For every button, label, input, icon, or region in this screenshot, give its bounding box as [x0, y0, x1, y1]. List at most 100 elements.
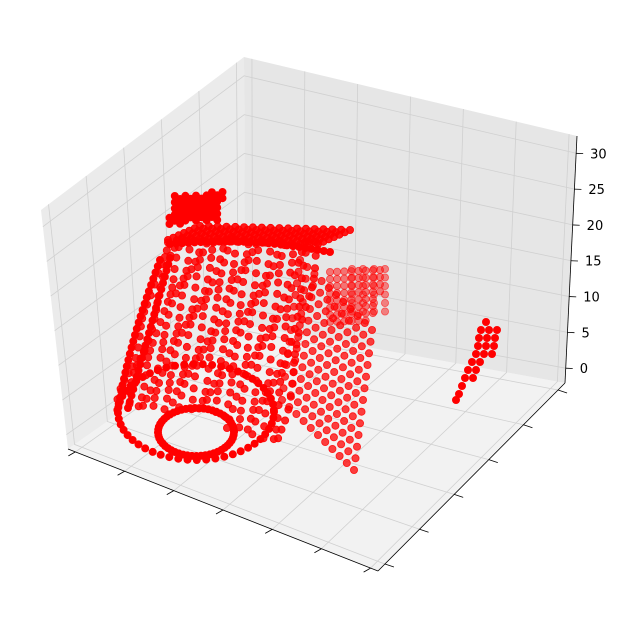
- scatter-point: [361, 372, 370, 381]
- scatter-point: [471, 365, 480, 374]
- scatter-point: [196, 335, 205, 344]
- scatter-point: [311, 388, 320, 397]
- z-axis-line: [564, 135, 578, 384]
- scatter-point: [256, 435, 265, 444]
- scatter-point: [243, 343, 252, 352]
- scatter-point: [199, 302, 208, 311]
- scatter-point: [351, 454, 360, 463]
- scatter-point: [113, 405, 122, 414]
- scatter-point: [184, 369, 193, 378]
- scatter-point: [235, 415, 244, 424]
- scatter-point: [244, 443, 253, 452]
- scatter-point: [189, 359, 198, 368]
- scatter-point: [253, 363, 262, 372]
- scatter-point: [230, 249, 239, 258]
- scatter-point: [349, 465, 358, 474]
- scatter-point: [227, 378, 236, 387]
- scatter-point: [342, 458, 351, 467]
- scatter-point: [265, 271, 274, 280]
- scatter-point: [328, 314, 337, 323]
- scatter-point: [201, 295, 210, 304]
- scatter-point: [239, 277, 248, 286]
- scatter-point: [307, 358, 316, 367]
- scatter-point: [349, 346, 358, 355]
- scatter-point: [203, 376, 212, 385]
- scatter-point: [260, 288, 269, 297]
- scatter-point: [315, 419, 324, 428]
- scatter-point: [345, 225, 354, 234]
- scatter-point: [457, 381, 466, 390]
- scatter-point: [162, 363, 171, 372]
- z-gridline: [46, 114, 575, 262]
- y-gridline: [85, 175, 420, 530]
- scatter-point: [317, 342, 326, 351]
- scatter-point: [229, 259, 238, 268]
- scatter-point: [211, 328, 220, 337]
- scatter-point: [304, 381, 313, 390]
- scatter-point: [261, 409, 270, 418]
- scatter-point: [218, 371, 227, 380]
- scatter-point: [331, 356, 340, 365]
- scatter-point: [165, 219, 174, 228]
- scatter-point: [368, 294, 377, 303]
- scatter-point: [354, 281, 363, 290]
- scatter-point: [299, 416, 308, 425]
- scatter-point: [148, 447, 157, 456]
- scatter-point: [212, 303, 221, 312]
- scatter-point: [274, 278, 283, 287]
- scatter-point: [228, 404, 237, 413]
- scatter-point: [301, 302, 310, 311]
- scatter-point: [489, 341, 498, 350]
- scatter-point: [302, 328, 311, 337]
- x-tick: [363, 567, 371, 573]
- z-tick-label: 25: [588, 183, 605, 198]
- scatter-point: [345, 435, 354, 444]
- scatter-point: [360, 384, 369, 393]
- scatter-point: [261, 430, 270, 439]
- scatter-point: [282, 313, 291, 322]
- scatter-point: [311, 323, 320, 332]
- scatter-point: [277, 368, 286, 377]
- scatter-point: [182, 342, 191, 351]
- scatter-point: [354, 288, 363, 297]
- x-gridline: [124, 71, 306, 472]
- scatter-point: [213, 293, 222, 302]
- scatter-point: [361, 309, 370, 318]
- scatter-point: [254, 379, 263, 388]
- scatter-point: [292, 340, 301, 349]
- scatter-point: [308, 412, 317, 421]
- scatter-point: [310, 335, 319, 344]
- scatter-point: [208, 336, 217, 345]
- scatter-point: [366, 337, 375, 346]
- scatter-point: [296, 294, 305, 303]
- scatter-point: [375, 273, 384, 282]
- scatter-point: [221, 327, 230, 336]
- scatter-point: [352, 442, 361, 451]
- scatter-point: [248, 374, 257, 383]
- scatter-point: [226, 298, 235, 307]
- scatter-point: [240, 384, 249, 393]
- z-tick-label: 15: [585, 255, 602, 270]
- scatter-point: [333, 281, 342, 290]
- scatter-point: [238, 396, 247, 405]
- scatter-point: [251, 417, 260, 426]
- scatter-point: [479, 349, 488, 358]
- scatter-point: [301, 339, 310, 348]
- scatter-point: [226, 388, 235, 397]
- scatter-point: [190, 372, 199, 381]
- scatter-point: [321, 307, 330, 316]
- scatter-point: [251, 298, 260, 307]
- scatter-point: [336, 321, 345, 330]
- tick-marks: [68, 152, 584, 573]
- scatter-point: [361, 273, 370, 282]
- scatter-point: [229, 286, 238, 295]
- scatter-point: [322, 426, 331, 435]
- scatter-point: [269, 378, 278, 387]
- scatter-point: [331, 290, 340, 299]
- scatter-point: [156, 353, 165, 362]
- scatter-point: [165, 378, 174, 387]
- scatter-point: [259, 299, 268, 308]
- scatter-point: [308, 346, 317, 355]
- scatter-point: [350, 400, 359, 409]
- scatter-point: [236, 328, 245, 337]
